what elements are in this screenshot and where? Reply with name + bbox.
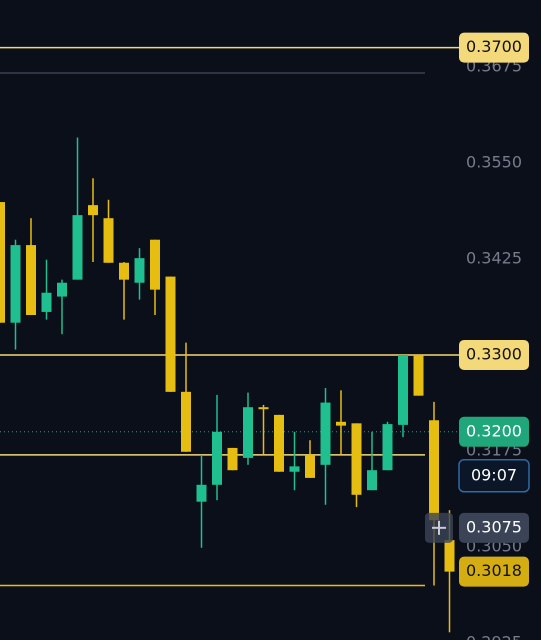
candle-body — [336, 421, 346, 426]
candle-body — [444, 540, 455, 572]
y-tick-label: 0.2925 — [466, 633, 522, 640]
candle-body — [88, 205, 98, 216]
candle-body — [103, 218, 114, 263]
price-marker-box — [459, 556, 529, 587]
candle-body — [351, 423, 362, 495]
price-marker-box — [459, 416, 529, 447]
candle-body — [150, 239, 160, 290]
price-marker-label: 0.3018 — [466, 561, 522, 580]
price-marker-box — [459, 512, 529, 543]
candle-body — [57, 282, 67, 297]
candle-body — [320, 402, 331, 465]
price-marker-label: 0.3075 — [466, 517, 522, 536]
candle-body — [367, 470, 377, 491]
candle-body — [165, 276, 176, 392]
candle-body — [289, 466, 300, 472]
price-marker-label: 0.3200 — [466, 421, 522, 440]
countdown-label: 09:07 — [471, 465, 517, 484]
price-line-label: 0.3700 — [466, 37, 522, 56]
candle-body — [134, 258, 145, 283]
candle-body — [196, 484, 207, 502]
candle-body — [258, 407, 269, 410]
price-line-box — [459, 339, 529, 370]
price-line-box — [459, 32, 529, 63]
candle-body — [429, 420, 439, 521]
price-line-label: 0.3300 — [466, 344, 522, 363]
candle-body — [0, 202, 5, 323]
candle-body — [227, 447, 238, 471]
candle-body — [274, 414, 284, 472]
candle-body — [41, 292, 52, 312]
candle-body — [181, 391, 191, 452]
candle-body — [398, 354, 408, 425]
candle-body — [243, 407, 253, 458]
y-tick-label: 0.3425 — [466, 248, 522, 267]
candle-body — [212, 431, 222, 485]
candle-body — [382, 424, 393, 471]
candle-body — [119, 262, 129, 280]
candle-body — [305, 454, 315, 478]
countdown-box — [458, 459, 530, 493]
candle-body — [72, 215, 83, 280]
candle-body — [10, 245, 21, 323]
candle-body — [413, 354, 424, 396]
candle-body — [26, 245, 36, 316]
y-tick-label: 0.3550 — [466, 152, 522, 171]
